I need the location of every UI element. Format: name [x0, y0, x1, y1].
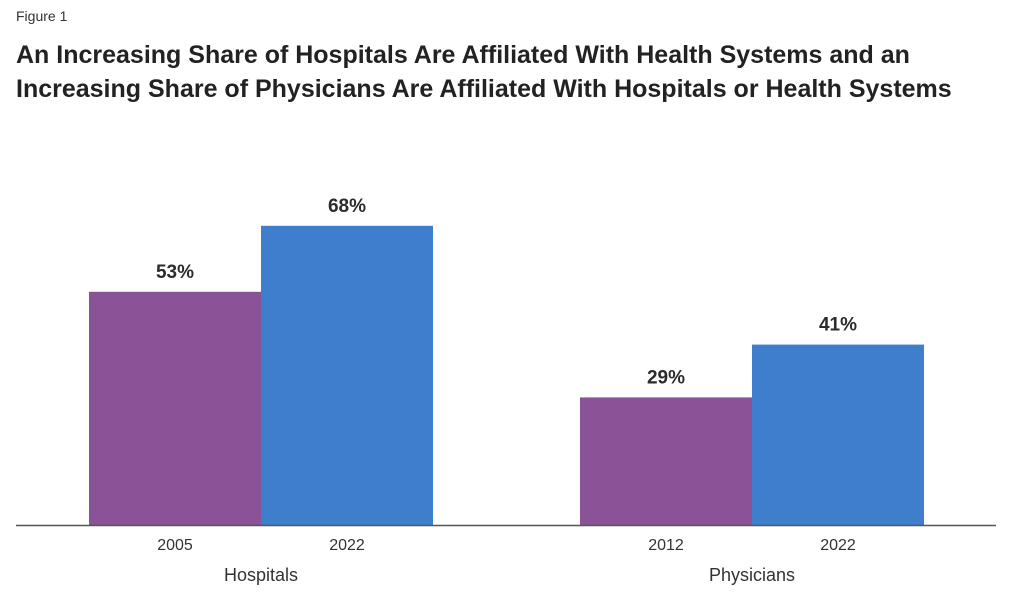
labels-layer: 53% 2005 68% 2022 Hospitals 29% 2012 41% 2022 Phy…	[156, 196, 857, 585]
group-label-hospitals: Hospitals	[224, 565, 298, 585]
x-tick-label: 2005	[157, 537, 193, 554]
x-tick-label: 2022	[820, 537, 856, 554]
data-label: 29%	[647, 367, 685, 388]
data-label: 68%	[328, 196, 366, 217]
data-label: 53%	[156, 262, 194, 283]
bar-physicians-2022	[752, 344, 924, 525]
bar-hospitals-2022	[261, 225, 433, 526]
x-tick-label: 2012	[648, 537, 684, 554]
bar-hospitals-2005	[89, 291, 261, 525]
figure-label: Figure 1	[16, 8, 68, 24]
data-label: 41%	[819, 315, 857, 336]
bar-physicians-2012	[580, 397, 752, 525]
x-tick-label: 2022	[329, 537, 365, 554]
bars-layer	[89, 225, 924, 526]
group-label-physicians: Physicians	[709, 565, 795, 585]
chart-title: An Increasing Share of Hospitals Are Aff…	[16, 41, 952, 103]
